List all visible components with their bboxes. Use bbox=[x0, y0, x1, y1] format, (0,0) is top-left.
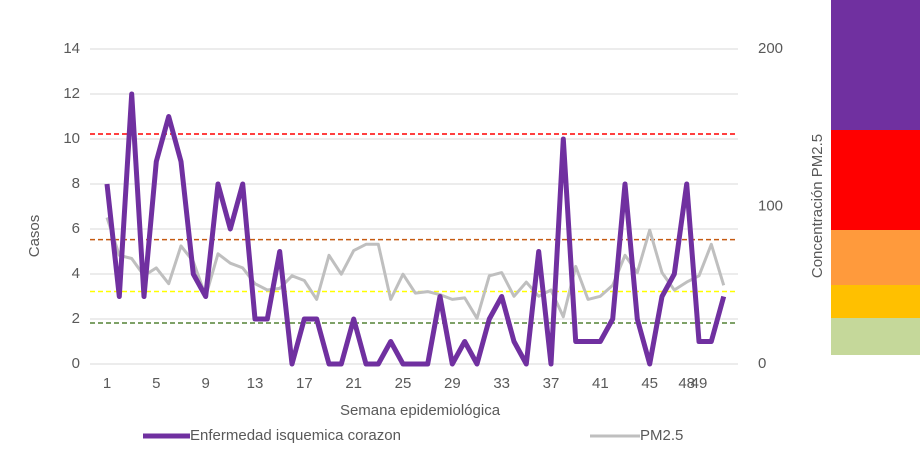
x-tick-label: 29 bbox=[444, 375, 461, 392]
x-tick-label: 48 bbox=[678, 375, 695, 392]
y-tick-label: 6 bbox=[72, 220, 80, 237]
x-axis-label: Semana epidemiológica bbox=[340, 402, 501, 419]
y2-axis-label: Concentración PM2.5 bbox=[809, 134, 826, 278]
x-tick-label: 1 bbox=[103, 375, 111, 392]
x-tick-label: 33 bbox=[493, 375, 510, 392]
series-line bbox=[105, 217, 726, 320]
y-tick-label: 2 bbox=[72, 310, 80, 327]
y2-tick-label: 0 bbox=[758, 355, 766, 372]
band-yellow bbox=[831, 285, 920, 318]
y-tick-label: 4 bbox=[72, 265, 80, 282]
x-tick-label: 13 bbox=[247, 375, 264, 392]
x-tick-label: 21 bbox=[345, 375, 362, 392]
y-axis-label: Casos bbox=[26, 215, 43, 258]
x-tick-label: 25 bbox=[395, 375, 412, 392]
legend-label: Enfermedad isquemica corazon bbox=[190, 427, 401, 444]
x-tick-label: 49 bbox=[691, 375, 708, 392]
x-tick-label: 37 bbox=[543, 375, 560, 392]
x-tick-label: 5 bbox=[152, 375, 160, 392]
x-tick-label: 41 bbox=[592, 375, 609, 392]
legend-label: PM2.5 bbox=[640, 427, 683, 444]
x-tick-label: 9 bbox=[201, 375, 209, 392]
y-tick-label: 12 bbox=[63, 85, 80, 102]
x-tick-label: 45 bbox=[641, 375, 658, 392]
y2-tick-label: 100 bbox=[758, 197, 783, 214]
y-tick-label: 14 bbox=[63, 40, 80, 57]
series-line bbox=[104, 91, 727, 367]
band-purple bbox=[831, 0, 920, 130]
band-green bbox=[831, 318, 920, 355]
x-tick-label: 17 bbox=[296, 375, 313, 392]
y-tick-label: 10 bbox=[63, 130, 80, 147]
y2-tick-label: 200 bbox=[758, 40, 783, 57]
y-tick-label: 8 bbox=[72, 175, 80, 192]
band-orange bbox=[831, 230, 920, 285]
y-tick-label: 0 bbox=[72, 355, 80, 372]
band-red bbox=[831, 130, 920, 230]
